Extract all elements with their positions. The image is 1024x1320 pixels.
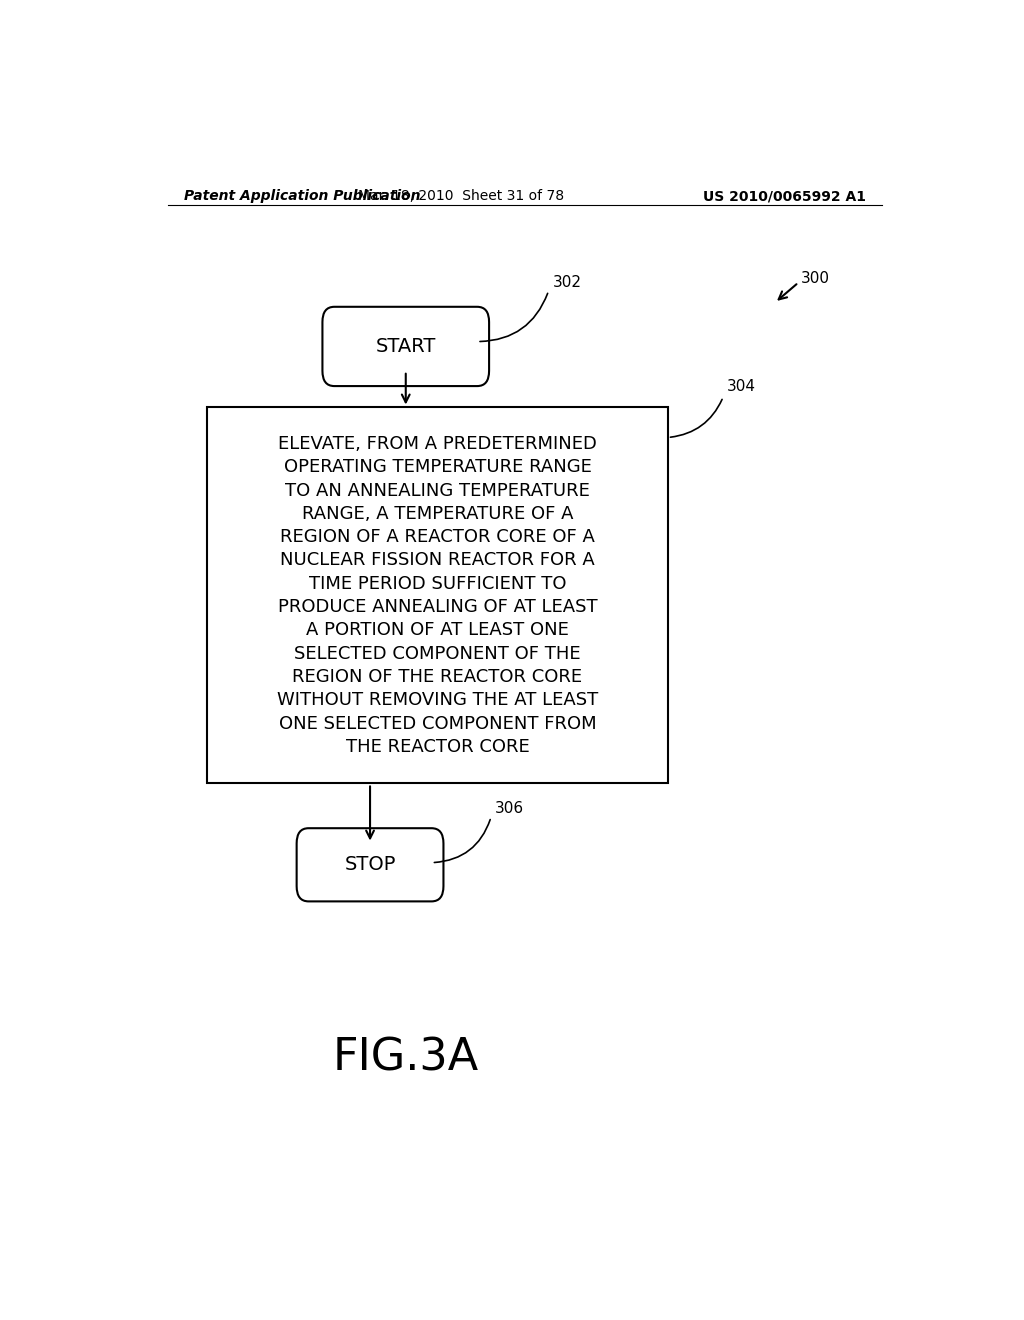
- Text: Mar. 18, 2010  Sheet 31 of 78: Mar. 18, 2010 Sheet 31 of 78: [358, 189, 564, 203]
- Text: 304: 304: [727, 379, 756, 395]
- Text: 306: 306: [495, 801, 524, 816]
- FancyBboxPatch shape: [297, 828, 443, 902]
- Text: STOP: STOP: [344, 855, 395, 874]
- Text: 302: 302: [553, 275, 582, 290]
- FancyBboxPatch shape: [323, 306, 489, 385]
- Bar: [207, 408, 668, 784]
- Text: 300: 300: [801, 271, 830, 286]
- Text: FIG.3A: FIG.3A: [333, 1036, 479, 1080]
- Text: ELEVATE, FROM A PREDETERMINED
OPERATING TEMPERATURE RANGE
TO AN ANNEALING TEMPER: ELEVATE, FROM A PREDETERMINED OPERATING …: [276, 434, 598, 756]
- Text: Patent Application Publication: Patent Application Publication: [183, 189, 420, 203]
- Text: US 2010/0065992 A1: US 2010/0065992 A1: [703, 189, 866, 203]
- Text: START: START: [376, 337, 436, 356]
